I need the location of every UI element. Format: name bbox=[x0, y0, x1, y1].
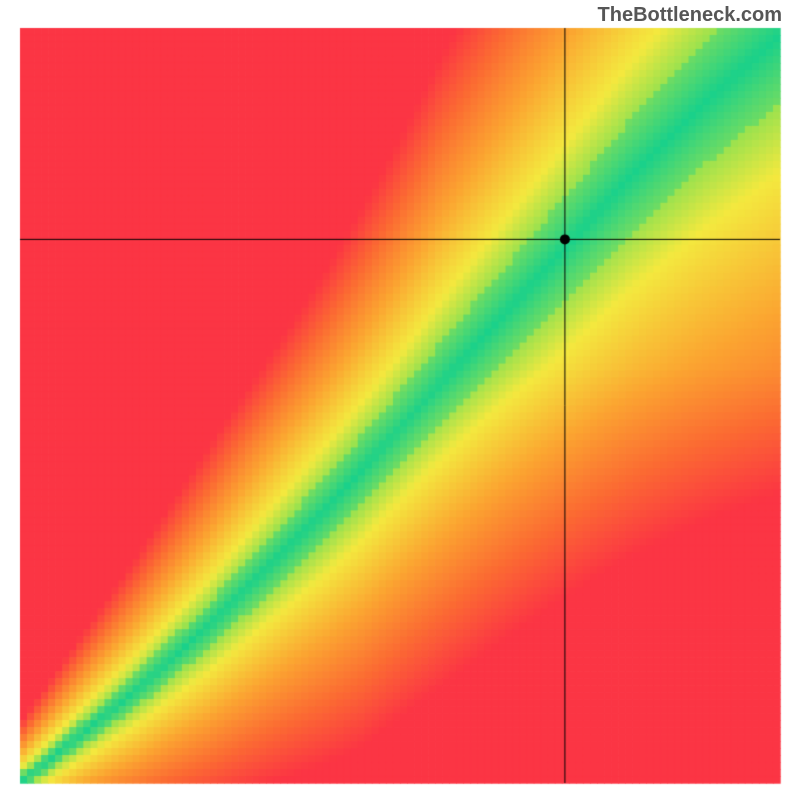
source-attribution: TheBottleneck.com bbox=[598, 4, 782, 27]
chart-wrapper: TheBottleneck.com bbox=[0, 0, 800, 800]
heatmap-canvas bbox=[0, 0, 800, 800]
